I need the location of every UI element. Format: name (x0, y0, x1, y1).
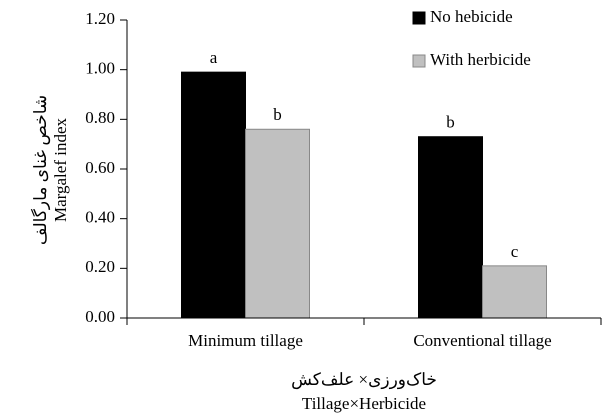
x-axis-label: Tillage×Herbicide (302, 394, 426, 413)
bar (418, 136, 483, 319)
y-axis-label: Margalef index (51, 117, 70, 222)
x-axis-label-fa: خاک‌ورزی× علف‌کش (291, 370, 437, 390)
bar-letter: a (210, 48, 218, 67)
bar (245, 128, 310, 319)
x-tick-label: Conventional tillage (413, 331, 551, 350)
bar (482, 265, 547, 319)
y-tick-label: 0.60 (85, 158, 115, 177)
y-tick-label: 0.20 (85, 257, 115, 276)
legend-swatch (412, 11, 426, 25)
y-tick-label: 1.20 (85, 9, 115, 28)
y-tick-label: 0.80 (85, 108, 115, 127)
legend-label: With herbicide (430, 50, 531, 69)
x-tick-label: Minimum tillage (188, 331, 303, 350)
bar-letter: b (446, 113, 455, 132)
legend-swatch (412, 54, 426, 68)
bar (181, 71, 246, 319)
y-axis-label-fa: شاخص غنای مارگالف (30, 95, 51, 245)
legend-label: No hebicide (430, 7, 513, 26)
y-tick-label: 1.00 (85, 59, 115, 78)
bar-letter: c (511, 242, 519, 261)
bar-letter: b (273, 105, 282, 124)
y-tick-label: 0.00 (85, 307, 115, 326)
y-tick-label: 0.40 (85, 208, 115, 227)
